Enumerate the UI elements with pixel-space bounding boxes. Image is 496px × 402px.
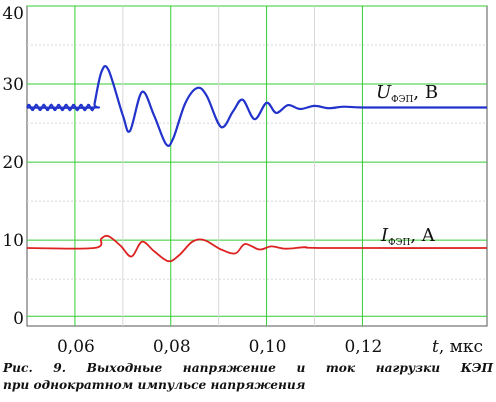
x-tick-label: 0,08: [153, 337, 191, 357]
caption-line-2: при однократном импульсе напряжения: [3, 378, 306, 392]
y-tick-label: 20: [2, 153, 24, 173]
caption-line-1: Рис. 9. Выходные напряжение и ток нагруз…: [3, 361, 493, 375]
y-tick-label: 10: [2, 231, 24, 251]
x-tick-label: 0,10: [249, 337, 287, 357]
series-labels: UФЭП, B IФЭП, A: [376, 82, 438, 248]
series-label: UФЭП, B: [376, 82, 438, 105]
tick-labels: 0 10 20 30 40 0,06 0,08 0,10 0,12 t, мкс: [2, 4, 483, 357]
series-line: [26, 64, 487, 147]
series-ripple: [26, 103, 95, 112]
y-tick-label: 40: [2, 4, 24, 24]
y-tick-label: 0: [13, 309, 24, 329]
x-tick-label: 0,06: [57, 337, 95, 357]
series-line: [26, 234, 488, 263]
series-group: [26, 64, 488, 263]
series-label: IФЭП, A: [380, 225, 436, 248]
y-tick-label: 30: [2, 75, 24, 95]
x-axis-label: t, мкс: [432, 337, 483, 357]
x-tick-label: 0,12: [344, 337, 382, 357]
grid: [27, 5, 487, 326]
figure-caption: Рис. 9. Выходные напряжение и ток нагруз…: [3, 360, 493, 394]
chart: 0 10 20 30 40 0,06 0,08 0,10 0,12 t, мкс UФЭП, B I…: [2, 4, 488, 357]
plot-area: [26, 5, 488, 327]
